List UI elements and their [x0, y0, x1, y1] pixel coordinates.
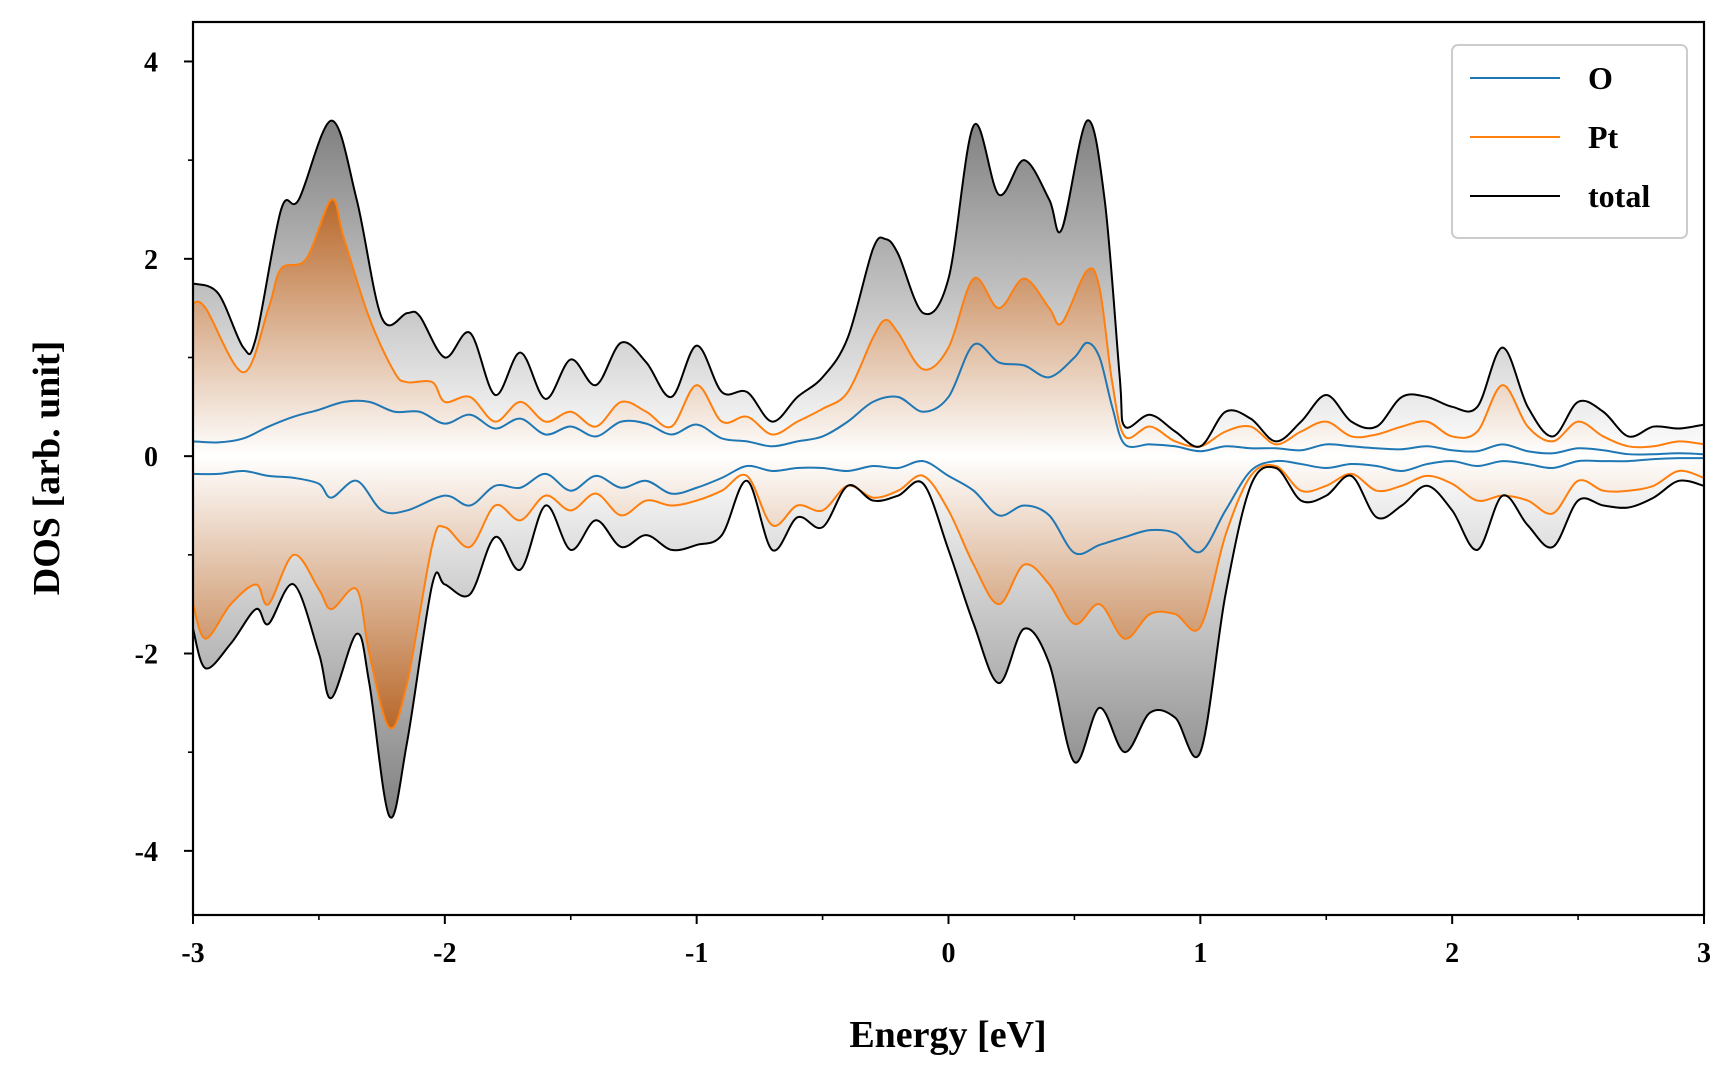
series-line-pt-down — [193, 463, 1704, 730]
series-line-total-down — [193, 465, 1704, 819]
x-tick-label: 1 — [1193, 938, 1207, 969]
legend-box — [1451, 44, 1688, 239]
legend: O Pt total — [1451, 44, 1688, 239]
legend-label-pt: Pt — [1588, 119, 1619, 155]
series-line-o-up — [193, 341, 1704, 456]
pt-up-fill — [193, 199, 1704, 457]
series-line-total-up — [193, 119, 1704, 448]
x-tick-label: -1 — [685, 938, 708, 969]
series-line-o-down — [193, 457, 1704, 556]
x-tick-label: 3 — [1697, 938, 1711, 969]
series-lines — [193, 119, 1704, 819]
y-tick-label: 2 — [144, 245, 158, 276]
y-axis: -4 -2 0 2 4 — [135, 47, 193, 868]
y-tick-label: 0 — [144, 442, 158, 473]
x-axis-label: Energy [eV] — [849, 1014, 1046, 1056]
legend-label-o: O — [1588, 60, 1613, 96]
x-tick-label: -2 — [433, 938, 456, 969]
y-tick-label: -2 — [135, 640, 158, 671]
y-axis-label: DOS [arb. unit] — [26, 341, 68, 595]
pt-down-fill — [193, 456, 1704, 729]
x-tick-label: 0 — [942, 938, 956, 969]
y-tick-label: -4 — [135, 837, 158, 868]
x-tick-label: 2 — [1445, 938, 1459, 969]
total-up-fill — [193, 120, 1704, 457]
fill-areas — [193, 120, 1704, 818]
y-tick-label: 4 — [144, 47, 158, 78]
legend-label-total: total — [1588, 178, 1650, 214]
total-down-fill — [193, 456, 1704, 818]
x-axis: -3 -2 -1 0 1 2 3 — [181, 915, 1711, 969]
series-line-pt-up — [193, 198, 1704, 449]
x-tick-label: -3 — [181, 938, 204, 969]
